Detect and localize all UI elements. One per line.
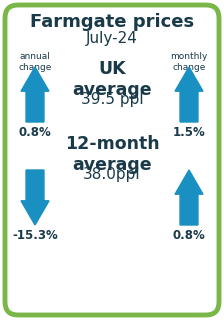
Polygon shape [175, 170, 203, 225]
Polygon shape [21, 67, 49, 122]
Text: 12-month
average: 12-month average [65, 135, 159, 174]
FancyBboxPatch shape [5, 5, 219, 315]
Polygon shape [175, 67, 203, 122]
Text: 39.5 ppl: 39.5 ppl [81, 92, 143, 107]
Text: UK
average: UK average [72, 60, 152, 99]
Text: 1.5%: 1.5% [173, 126, 205, 139]
Text: annual
change: annual change [18, 52, 52, 72]
Text: -15.3%: -15.3% [12, 229, 58, 242]
Text: 0.8%: 0.8% [173, 229, 205, 242]
Polygon shape [21, 170, 49, 225]
Text: 38.0ppl: 38.0ppl [83, 167, 141, 182]
Text: 0.8%: 0.8% [19, 126, 51, 139]
Text: Farmgate prices: Farmgate prices [30, 13, 194, 31]
Text: monthly
change: monthly change [170, 52, 208, 72]
Text: July-24: July-24 [86, 31, 138, 46]
